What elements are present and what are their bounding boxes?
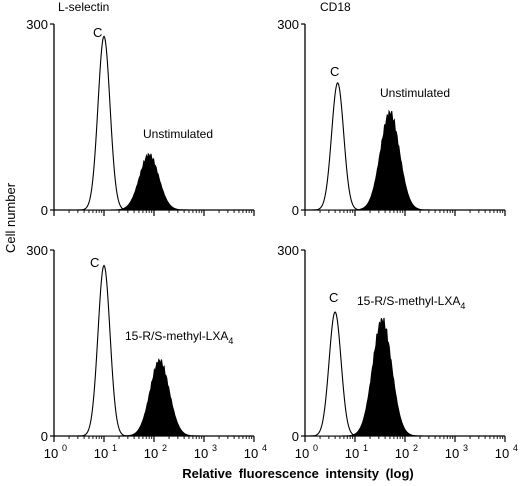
open-histogram xyxy=(78,264,130,437)
y-axis-label: Cell number xyxy=(3,182,18,253)
series-label: 15-R/S-methyl-LXA4 xyxy=(357,294,465,311)
x-tick-exponent: 0 xyxy=(313,443,318,453)
x-tick-exponent: 2 xyxy=(413,443,418,453)
filled-histogram xyxy=(349,109,431,211)
series-label-subscript: 4 xyxy=(228,336,233,346)
x-tick-label: 10 xyxy=(44,446,58,461)
filled-histogram xyxy=(108,152,190,211)
y-tick-label: 300 xyxy=(277,243,299,258)
panel-title: L-selectin xyxy=(58,0,109,14)
x-tick-exponent: 3 xyxy=(463,443,468,453)
y-tick-label: 300 xyxy=(26,243,48,258)
x-tick-label: 10 xyxy=(295,446,309,461)
x-tick-label: 10 xyxy=(194,446,208,461)
histogram-panel-3: 300 0 10 0 10 1 10 2 10 3 10 4 C 15-R/S-methyl-LXA4 xyxy=(26,243,267,461)
y-tick-label: 0 xyxy=(292,429,299,444)
open-histogram xyxy=(78,35,130,211)
x-tick-label: 10 xyxy=(144,446,158,461)
open-histogram xyxy=(309,311,361,437)
x-tick-exponent: 1 xyxy=(112,443,117,453)
series-label-subscript: 4 xyxy=(460,301,465,311)
series-label: Unstimulated xyxy=(143,127,213,141)
x-tick-exponent: 4 xyxy=(262,443,267,453)
histogram-panel-2: 300 0 CD18 C Unstimulated xyxy=(277,0,506,218)
y-tick-label: 300 xyxy=(277,17,299,32)
y-tick-label: 300 xyxy=(26,17,48,32)
x-tick-label: 10 xyxy=(244,446,258,461)
x-tick-exponent: 1 xyxy=(363,443,368,453)
x-tick-exponent: 3 xyxy=(212,443,217,453)
series-label: C xyxy=(93,25,102,40)
histogram-panel-4: 300 0 10 0 10 1 10 2 10 3 10 4 C 15-R/S-methyl-LXA4 xyxy=(277,243,518,461)
x-tick-label: 10 xyxy=(495,446,509,461)
series-label: C xyxy=(329,290,338,305)
series-label: Unstimulated xyxy=(380,86,450,100)
y-tick-label: 0 xyxy=(41,203,48,218)
x-tick-exponent: 4 xyxy=(513,443,518,453)
filled-histogram xyxy=(119,358,201,437)
open-histogram xyxy=(311,82,364,211)
histogram-panel-1: 300 0 L-selectin C Unstimulated xyxy=(26,0,255,218)
y-tick-label: 0 xyxy=(41,429,48,444)
panel-title: CD18 xyxy=(320,0,351,14)
x-tick-label: 10 xyxy=(94,446,108,461)
series-label: C xyxy=(330,64,339,79)
x-tick-exponent: 0 xyxy=(62,443,67,453)
series-label: 15-R/S-methyl-LXA4 xyxy=(125,329,233,346)
y-tick-label: 0 xyxy=(292,203,299,218)
x-axis-label: Relative fluorescence intensity (log) xyxy=(182,466,414,481)
x-tick-label: 10 xyxy=(395,446,409,461)
filled-histogram xyxy=(341,317,423,437)
x-tick-label: 10 xyxy=(445,446,459,461)
series-label: C xyxy=(90,255,99,270)
x-tick-label: 10 xyxy=(345,446,359,461)
x-tick-exponent: 2 xyxy=(162,443,167,453)
